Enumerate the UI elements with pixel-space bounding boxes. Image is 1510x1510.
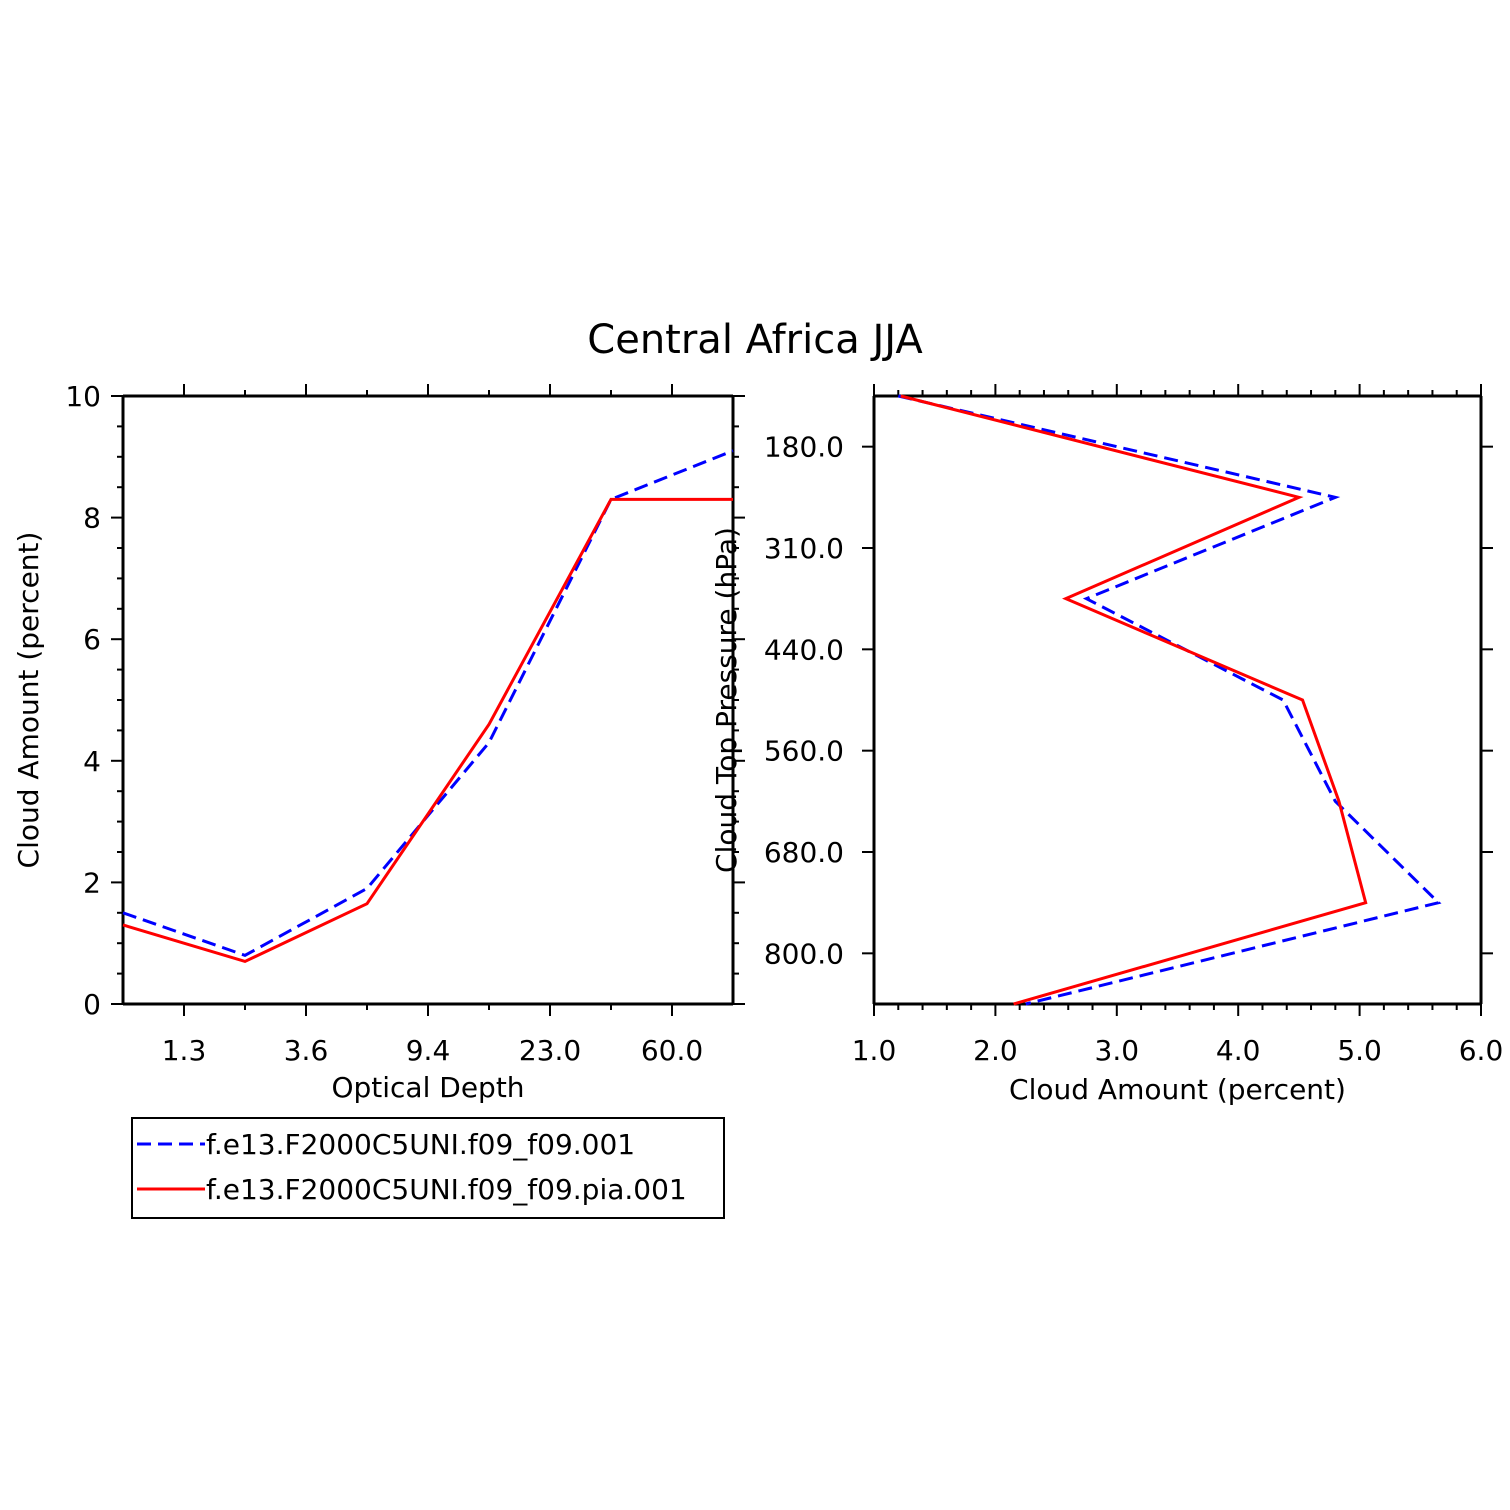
left-ytick-label: 4 <box>83 745 101 778</box>
left-series-blue <box>122 449 734 957</box>
chart-title: Central Africa JJA <box>587 317 923 363</box>
right-xtick-label: 3.0 <box>1095 1034 1140 1067</box>
right-ylabel: Cloud Top Pressure (hPa) <box>710 527 743 873</box>
left-ytick-label: 0 <box>83 988 101 1021</box>
right-ytick-label: 310.0 <box>764 532 844 565</box>
right-ytick-label: 440.0 <box>764 633 844 666</box>
left-ytick-label: 6 <box>83 623 101 656</box>
right-xtick-label: 1.0 <box>852 1034 897 1067</box>
left-xtick-label: 1.3 <box>162 1034 207 1067</box>
right-xtick-label: 2.0 <box>973 1034 1018 1067</box>
right-series-red <box>900 394 1368 1006</box>
right-xtick-label: 4.0 <box>1216 1034 1261 1067</box>
left-plot: 0 2 4 6 8 10 1.3 3.6 9.4 23.0 60.0 Optical Depth Clo… <box>12 380 745 1104</box>
left-ylabel: Cloud Amount (percent) <box>12 532 45 869</box>
left-ytick-label: 2 <box>83 866 101 899</box>
legend: f.e13.F2000C5UNI.f09_f09.001 f.e13.F2000… <box>131 1117 725 1219</box>
right-ytick-label: 800.0 <box>764 937 844 970</box>
legend-box <box>131 1117 725 1219</box>
left-ytick-label: 10 <box>65 380 101 413</box>
right-series-blue <box>897 394 1442 1006</box>
left-xtick-label: 23.0 <box>519 1034 581 1067</box>
left-xtick-label: 60.0 <box>641 1034 703 1067</box>
legend-label-2: f.e13.F2000C5UNI.f09_f09.pia.001 <box>206 1173 687 1206</box>
left-xtick-label: 3.6 <box>284 1034 329 1067</box>
left-series-red <box>122 497 733 964</box>
right-xlabel: Cloud Amount (percent) <box>1009 1073 1346 1106</box>
left-xtick-label: 9.4 <box>406 1034 451 1067</box>
right-xtick-label: 5.0 <box>1337 1034 1382 1067</box>
legend-label-1: f.e13.F2000C5UNI.f09_f09.001 <box>206 1128 635 1161</box>
right-plot: 1.0 2.0 3.0 4.0 5.0 6.0 180.0 310.0 440.0 560.0 68… <box>710 384 1503 1106</box>
right-xtick-label: 6.0 <box>1459 1034 1504 1067</box>
right-ytick-label: 680.0 <box>764 836 844 869</box>
left-ytick-label: 8 <box>83 502 101 535</box>
left-xlabel: Optical Depth <box>331 1071 524 1104</box>
right-ytick-label: 560.0 <box>764 735 844 768</box>
right-ytick-label: 180.0 <box>764 431 844 464</box>
